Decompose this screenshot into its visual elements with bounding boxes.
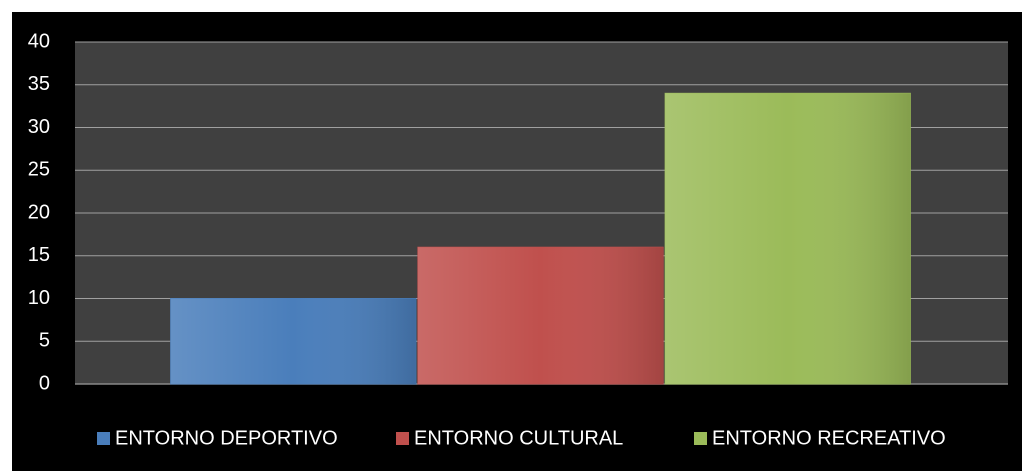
y-tick-label: 15	[28, 244, 50, 266]
legend-label: ENTORNO CULTURAL	[414, 427, 623, 449]
legend-swatch	[396, 432, 409, 445]
y-tick-label: 35	[28, 73, 50, 95]
y-tick-label: 20	[28, 201, 50, 223]
y-tick-label: 40	[28, 30, 50, 52]
y-tick-label: 0	[39, 372, 50, 394]
legend-swatch	[694, 432, 707, 445]
legend-label: ENTORNO RECREATIVO	[712, 427, 946, 449]
legend-label: ENTORNO DEPORTIVO	[115, 427, 338, 449]
y-tick-label: 10	[28, 287, 50, 309]
bar-shine	[665, 93, 911, 385]
bar-shine	[417, 247, 664, 384]
legend-swatch	[97, 432, 110, 445]
y-tick-label: 25	[28, 159, 50, 181]
y-tick-label: 30	[28, 116, 50, 138]
y-tick-label: 5	[39, 330, 50, 352]
bar-shine	[170, 298, 416, 384]
